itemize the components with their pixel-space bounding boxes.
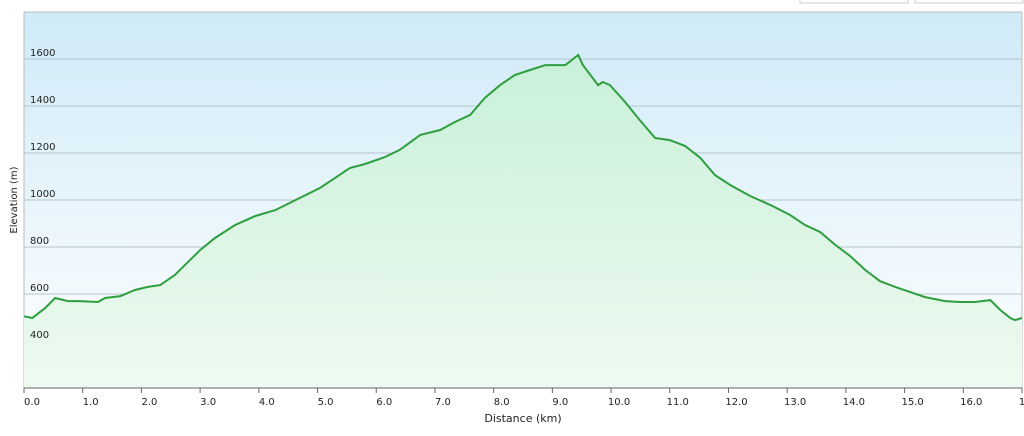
x-tick-label: 7.0 <box>435 397 451 408</box>
y-tick-label: 600 <box>30 283 49 294</box>
x-tick-label: 2.0 <box>141 397 157 408</box>
toolbar-button[interactable] <box>799 0 909 4</box>
y-tick-label: 1400 <box>30 95 55 106</box>
x-tick-label: 0.0 <box>24 397 40 408</box>
y-tick-label: 1200 <box>30 142 55 153</box>
x-tick-label: 10.0 <box>608 397 630 408</box>
toolbar-button[interactable] <box>914 0 1024 4</box>
x-tick-label: 8.0 <box>494 397 510 408</box>
x-tick-label: 16.0 <box>960 397 982 408</box>
x-tick-label: 4.0 <box>259 397 275 408</box>
x-tick-label: 9.0 <box>552 397 568 408</box>
y-tick-label: 800 <box>30 236 49 247</box>
x-tick-label: 5.0 <box>318 397 334 408</box>
x-tick-label: 12.0 <box>725 397 747 408</box>
y-tick-label: 400 <box>30 330 49 341</box>
x-tick-label: 13.0 <box>784 397 806 408</box>
x-tick-label: 1.0 <box>83 397 99 408</box>
x-tick-label: 3.0 <box>200 397 216 408</box>
x-tick-label: 17.0 <box>1019 397 1024 408</box>
x-axis-label: Distance (km) <box>484 412 561 425</box>
y-tick-label: 1600 <box>30 48 55 59</box>
y-axis-label: Elevation (m) <box>9 166 20 233</box>
y-tick-label: 1000 <box>30 189 55 200</box>
x-tick-label: 11.0 <box>667 397 689 408</box>
x-tick-label: 6.0 <box>376 397 392 408</box>
area-fill <box>24 55 1022 388</box>
x-tick-label: 15.0 <box>901 397 923 408</box>
x-tick-label: 14.0 <box>843 397 865 408</box>
elevation-line <box>23 53 1023 322</box>
